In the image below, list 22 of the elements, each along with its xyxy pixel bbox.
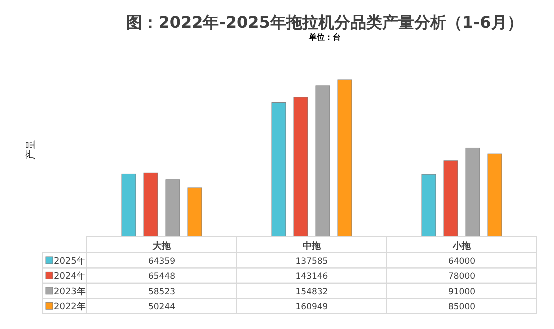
data-label: 64000: [448, 257, 476, 267]
data-label: 65448: [148, 272, 176, 282]
legend-label: 2023年: [54, 286, 86, 298]
data-label: 64359: [148, 257, 176, 267]
x-tick-label: 小拖: [452, 241, 472, 252]
data-label: 78000: [448, 272, 476, 282]
data-label: 91000: [448, 287, 476, 298]
title: 图：2022年-2025年拖拉机分品类产量分析（1-6月）: [126, 13, 524, 32]
data-label: 58523: [148, 287, 176, 298]
subtitle: 单位：台: [309, 33, 341, 42]
data-label: 160949: [296, 302, 328, 313]
data-label: 143146: [296, 272, 328, 282]
data-label: 85000: [448, 302, 476, 313]
data-label: 154832: [296, 287, 328, 298]
legend-label: 2025年: [54, 256, 86, 267]
data-label: 50244: [148, 302, 176, 313]
x-tick-label: 中拖: [303, 241, 322, 252]
x-tick-label: 大拖: [153, 241, 172, 252]
data-label: 137585: [296, 257, 328, 267]
ylabel: 产量: [26, 140, 37, 160]
legend-label: 2024年: [54, 271, 86, 282]
legend-label: 2022年: [54, 302, 86, 313]
